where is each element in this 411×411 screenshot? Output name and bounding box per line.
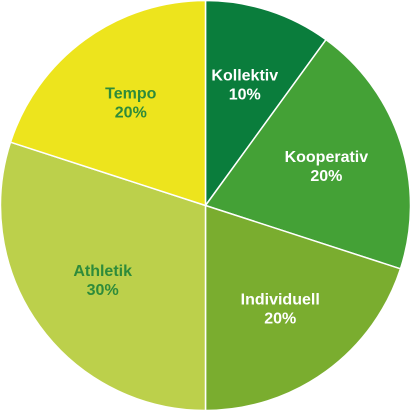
slice-percent: 20% bbox=[310, 168, 342, 185]
pie-slice-tempo bbox=[9, 0, 207, 207]
slice-name: Kooperativ bbox=[285, 149, 369, 166]
slice-name: Athletik bbox=[73, 263, 132, 280]
slice-name: Kollektiv bbox=[211, 68, 278, 85]
slice-label-individuell: Individuell 20% bbox=[241, 291, 320, 327]
pie-slice-individuell bbox=[204, 204, 402, 411]
slice-percent: 20% bbox=[115, 105, 147, 122]
slice-label-athletik: Athletik 30% bbox=[73, 263, 132, 299]
slice-name: Individuell bbox=[241, 291, 320, 308]
slice-label-tempo: Tempo 20% bbox=[105, 86, 156, 122]
slice-percent: 30% bbox=[87, 282, 119, 299]
pie-slice-kooperativ bbox=[204, 38, 411, 270]
slice-label-kollektiv: Kollektiv 10% bbox=[211, 68, 278, 104]
pie-slice-athletik bbox=[0, 141, 207, 411]
pie-slice-kollektiv bbox=[204, 0, 328, 208]
slice-percent: 20% bbox=[264, 310, 296, 327]
slice-label-kooperativ: Kooperativ 20% bbox=[285, 149, 369, 185]
pie-labels: Kollektiv 10% Kooperativ 20% Individuell 20% A… bbox=[73, 68, 368, 328]
slice-percent: 10% bbox=[229, 87, 261, 104]
slice-name: Tempo bbox=[105, 86, 156, 103]
